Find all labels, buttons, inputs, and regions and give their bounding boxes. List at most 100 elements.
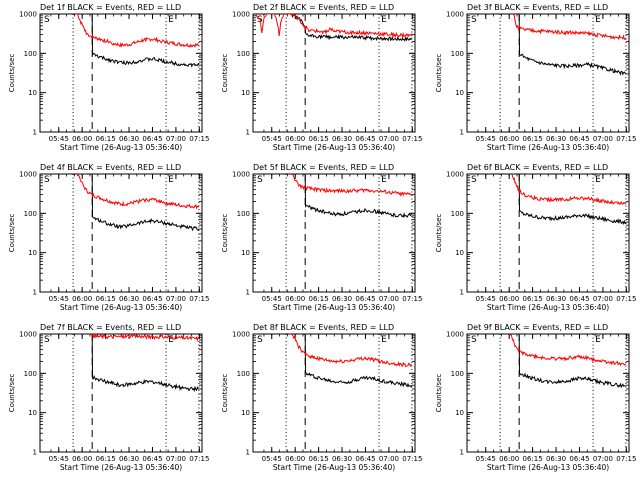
y-axis-label: Counts/sec bbox=[221, 54, 229, 93]
det-panel-8: Det 8f BLACK = Events, RED = LLD 1 10 100 10… bbox=[221, 323, 422, 472]
x-tick-label: 05:45 bbox=[262, 295, 282, 303]
plot-frame bbox=[39, 333, 203, 453]
end-marker: E bbox=[168, 175, 174, 185]
y-tick-label: 1 bbox=[33, 449, 37, 457]
x-tick-label: 05:45 bbox=[49, 135, 69, 143]
x-tick-label: 07:00 bbox=[166, 455, 186, 463]
y-tick-label: 10 bbox=[28, 409, 37, 417]
x-tick-label: 05:45 bbox=[262, 455, 282, 463]
x-tick-label: 06:15 bbox=[309, 455, 329, 463]
x-axis-label: Start Time (26-Aug-13 05:36:40) bbox=[487, 143, 609, 152]
x-tick-label: 07:15 bbox=[616, 135, 636, 143]
y-tick-label: 10 bbox=[455, 249, 464, 257]
y-tick-label: 1 bbox=[460, 449, 464, 457]
end-marker: E bbox=[595, 15, 601, 25]
x-tick-label: 06:45 bbox=[355, 135, 375, 143]
x-tick-label: 06:45 bbox=[355, 455, 375, 463]
x-tick-label: 06:45 bbox=[355, 295, 375, 303]
y-tick-label: 10 bbox=[455, 89, 464, 97]
det-panel-7: Det 7f BLACK = Events, RED = LLD 1 10 100 10… bbox=[8, 323, 209, 472]
y-tick-label: 10 bbox=[241, 409, 250, 417]
y-tick-label: 10 bbox=[28, 249, 37, 257]
lld-line bbox=[76, 174, 200, 210]
x-tick-label: 06:30 bbox=[119, 455, 139, 463]
x-tick-label: 07:15 bbox=[402, 455, 422, 463]
events-line bbox=[91, 334, 200, 393]
events-line bbox=[91, 14, 200, 68]
x-tick-label: 07:15 bbox=[402, 135, 422, 143]
x-tick-label: 06:00 bbox=[499, 135, 519, 143]
x-tick-label: 06:15 bbox=[96, 135, 116, 143]
start-marker: S bbox=[471, 175, 477, 185]
panel-title: Det 2f BLACK = Events, RED = LLD bbox=[253, 3, 394, 12]
y-axis-label: Counts/sec bbox=[221, 214, 229, 253]
x-tick-label: 06:45 bbox=[142, 135, 162, 143]
lld-line bbox=[291, 334, 412, 368]
x-tick-label: 06:00 bbox=[499, 295, 519, 303]
lld-line bbox=[512, 14, 627, 41]
y-tick-label: 1 bbox=[33, 289, 37, 297]
y-tick-label: 1000 bbox=[19, 331, 37, 339]
x-tick-label: 06:00 bbox=[72, 455, 92, 463]
start-marker: S bbox=[44, 175, 50, 185]
x-tick-label: 06:00 bbox=[285, 135, 305, 143]
series-area bbox=[76, 174, 200, 232]
x-tick-label: 06:45 bbox=[569, 135, 589, 143]
x-tick-label: 07:00 bbox=[166, 135, 186, 143]
y-tick-label: 1 bbox=[460, 129, 464, 137]
x-tick-label: 07:00 bbox=[593, 455, 613, 463]
x-tick-label: 05:45 bbox=[49, 295, 69, 303]
events-line bbox=[304, 334, 413, 388]
end-marker: E bbox=[168, 15, 174, 25]
y-tick-label: 100 bbox=[24, 50, 37, 58]
y-tick-label: 1 bbox=[460, 289, 464, 297]
x-axis-label: Start Time (26-Aug-13 05:36:40) bbox=[60, 303, 182, 312]
plot-frame bbox=[39, 173, 203, 293]
y-tick-label: 10 bbox=[28, 89, 37, 97]
y-axis-label: Counts/sec bbox=[8, 214, 16, 253]
y-tick-label: 1 bbox=[246, 449, 250, 457]
events-line bbox=[518, 14, 627, 76]
x-tick-label: 07:00 bbox=[166, 295, 186, 303]
plot-frame bbox=[466, 173, 630, 293]
x-tick-label: 06:15 bbox=[523, 135, 543, 143]
y-tick-label: 1000 bbox=[232, 331, 250, 339]
panel-title: Det 3f BLACK = Events, RED = LLD bbox=[467, 3, 608, 12]
x-tick-label: 07:00 bbox=[593, 135, 613, 143]
y-tick-label: 100 bbox=[237, 370, 250, 378]
start-marker: S bbox=[257, 175, 263, 185]
x-tick-label: 06:15 bbox=[523, 455, 543, 463]
det-panel-1: Det 1f BLACK = Events, RED = LLD 1 10 100 10… bbox=[8, 3, 209, 152]
x-axis-label: Start Time (26-Aug-13 05:36:40) bbox=[273, 143, 395, 152]
x-tick-label: 06:15 bbox=[309, 135, 329, 143]
x-tick-label: 06:30 bbox=[546, 135, 566, 143]
y-tick-label: 1000 bbox=[232, 11, 250, 19]
y-tick-label: 100 bbox=[24, 210, 37, 218]
end-marker: E bbox=[595, 175, 601, 185]
x-tick-label: 07:15 bbox=[616, 455, 636, 463]
det-panel-4: Det 4f BLACK = Events, RED = LLD 1 10 100 10… bbox=[8, 163, 209, 312]
det-panel-5: Det 5f BLACK = Events, RED = LLD 1 10 100 10… bbox=[221, 163, 422, 312]
x-tick-label: 06:00 bbox=[499, 455, 519, 463]
y-tick-label: 1000 bbox=[232, 171, 250, 179]
end-marker: E bbox=[595, 335, 601, 345]
x-tick-label: 06:15 bbox=[96, 455, 116, 463]
series-area bbox=[509, 334, 627, 389]
series-area bbox=[291, 174, 413, 219]
start-marker: S bbox=[471, 15, 477, 25]
series-area bbox=[255, 14, 413, 42]
x-tick-label: 07:15 bbox=[402, 295, 422, 303]
x-tick-label: 07:00 bbox=[379, 135, 399, 143]
series-area bbox=[511, 174, 627, 226]
det-panel-3: Det 3f BLACK = Events, RED = LLD 1 10 100 10… bbox=[435, 3, 636, 152]
x-tick-label: 07:15 bbox=[189, 135, 209, 143]
y-tick-label: 100 bbox=[237, 210, 250, 218]
x-tick-label: 05:45 bbox=[476, 135, 496, 143]
y-tick-label: 1000 bbox=[446, 171, 464, 179]
end-marker: E bbox=[381, 335, 387, 345]
lld-line bbox=[75, 14, 200, 48]
x-tick-label: 06:30 bbox=[119, 295, 139, 303]
x-tick-label: 07:15 bbox=[189, 455, 209, 463]
plot-frame bbox=[466, 333, 630, 453]
start-marker: S bbox=[471, 335, 477, 345]
